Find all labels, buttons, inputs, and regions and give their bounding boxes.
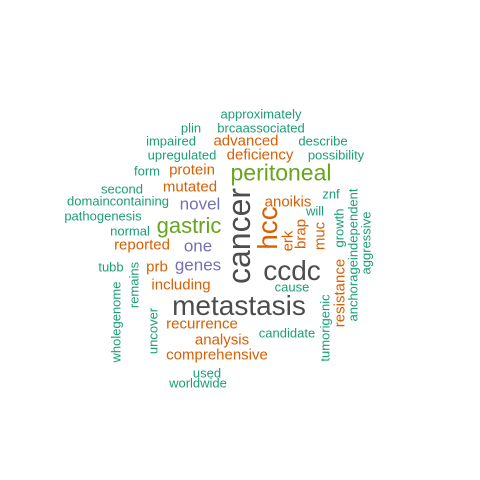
word-mutated: mutated bbox=[162, 178, 218, 196]
word-pathogenesis: pathogenesis bbox=[64, 208, 142, 224]
word-describe: describe bbox=[298, 133, 348, 149]
word-used: used bbox=[192, 365, 222, 381]
word-form: form bbox=[134, 163, 160, 179]
word-impaired: impaired bbox=[146, 133, 196, 149]
word-anoikis: anoikis bbox=[264, 193, 312, 211]
word-peritoneal: peritoneal bbox=[230, 159, 332, 186]
word-cause: cause bbox=[274, 279, 310, 295]
word-tumorigenic: tumorigenic bbox=[317, 294, 333, 362]
word-worldwide: worldwide bbox=[169, 375, 227, 391]
word-one: one bbox=[183, 236, 213, 256]
word-wholegenome: wholegenome bbox=[108, 281, 124, 363]
word-recurrence: recurrence bbox=[166, 315, 238, 333]
word-advanced: advanced bbox=[213, 132, 279, 150]
word-brcaassociated: brcaassociated bbox=[217, 120, 305, 136]
word-normal: normal bbox=[110, 223, 150, 239]
word-growth: growth bbox=[331, 208, 347, 248]
word-comprehensive: comprehensive bbox=[166, 346, 268, 364]
word-resistance: resistance bbox=[331, 258, 349, 328]
word-reported: reported bbox=[114, 236, 170, 254]
word-including: including bbox=[151, 276, 211, 294]
word-uncover: uncover bbox=[145, 307, 161, 355]
word-gastric: gastric bbox=[156, 213, 222, 238]
word-approximately: approximately bbox=[220, 106, 302, 122]
word-genes: genes bbox=[174, 255, 222, 275]
word-novel: novel bbox=[179, 194, 221, 214]
word-candidate: candidate bbox=[258, 325, 316, 341]
word-will: will bbox=[305, 203, 325, 219]
word-deficiency: deficiency bbox=[226, 146, 294, 164]
word-domaincontaining: domaincontaining bbox=[67, 193, 169, 209]
word-protein: protein bbox=[169, 161, 215, 179]
word-metastasis: metastasis bbox=[172, 290, 306, 321]
word-aggressive: aggressive bbox=[358, 211, 374, 275]
word-znf: znf bbox=[322, 186, 340, 202]
word-upregulated: upregulated bbox=[147, 147, 217, 163]
word-hcc: hcc bbox=[252, 206, 283, 250]
word-tubb: tubb bbox=[98, 259, 124, 275]
word-ccdc: ccdc bbox=[263, 255, 321, 286]
word-possibility: possibility bbox=[307, 147, 365, 163]
word-plin: plin bbox=[180, 120, 202, 136]
word-muc: muc bbox=[311, 221, 329, 251]
word-second: second bbox=[101, 181, 143, 197]
word-remains: remains bbox=[126, 261, 142, 309]
word-brap: brap bbox=[292, 218, 310, 250]
word-analysis: analysis bbox=[194, 331, 250, 349]
word-cancer: cancer bbox=[221, 187, 257, 285]
word-prb: prb bbox=[146, 258, 168, 276]
